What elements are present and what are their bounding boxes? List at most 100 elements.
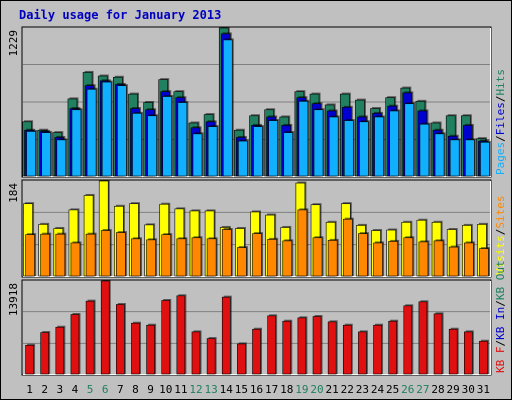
x-tick-label: 10	[159, 383, 172, 396]
x-tick-label: 12	[189, 383, 202, 396]
bar-pages	[222, 38, 234, 177]
x-tick-label: 18	[280, 383, 293, 396]
bar-kbf	[358, 330, 368, 375]
bar-pages	[71, 108, 83, 177]
x-tick-label: 8	[132, 383, 139, 396]
legend-entry: /	[494, 96, 507, 103]
bar-kbf	[55, 325, 66, 375]
bar-sites	[479, 247, 490, 277]
x-tick-label: 24	[371, 383, 385, 396]
x-tick-label: 20	[310, 383, 323, 396]
x-tick-label: 23	[356, 383, 369, 396]
bar-pages	[298, 99, 310, 177]
bar-sites	[418, 240, 430, 277]
bar-pages	[419, 122, 431, 177]
x-tick-label: 29	[447, 383, 460, 396]
x-tick-label: 6	[102, 383, 109, 396]
bar-pages	[192, 132, 204, 177]
bar-sites	[221, 228, 233, 277]
x-tick-label: 17	[265, 383, 278, 396]
bar-pages	[434, 132, 446, 177]
bar-kbf	[131, 321, 141, 375]
bar-sites	[464, 241, 475, 277]
x-tick-label: 2	[41, 383, 48, 396]
bar-pages	[359, 120, 370, 177]
bar-pages	[86, 87, 98, 177]
x-tick-label: 21	[326, 383, 339, 396]
x-tick-label: 22	[341, 383, 354, 396]
x-tick-label: 27	[416, 383, 429, 396]
bar-pages	[117, 84, 128, 177]
bar-pages	[207, 125, 219, 177]
x-tick-label: 7	[117, 383, 124, 396]
bar-sites	[70, 241, 82, 277]
bar-pages	[404, 102, 416, 177]
axis-max-label: 13918	[7, 283, 20, 316]
bar-pages	[313, 108, 325, 177]
bar-pages	[238, 139, 249, 177]
legend-entry: /	[494, 340, 507, 347]
bar-sites	[388, 239, 400, 277]
bar-sites	[327, 238, 339, 277]
bar-kbf	[206, 337, 217, 375]
bar-pages	[101, 80, 113, 177]
bar-sites	[100, 229, 112, 277]
bar-sites	[206, 237, 218, 277]
bar-kbf	[161, 298, 172, 375]
bar-sites	[297, 208, 309, 277]
bar-kbf	[85, 299, 96, 375]
bar-pages	[268, 119, 280, 177]
bar-sites	[131, 237, 142, 277]
x-tick-label: 19	[295, 383, 308, 396]
panel-legend: Visits/Sites	[494, 196, 507, 276]
x-tick-label: 1	[26, 383, 33, 396]
bar-sites	[373, 241, 385, 277]
x-tick-label: 31	[477, 383, 490, 396]
bar-kbf	[327, 320, 338, 375]
x-tick-label: 30	[462, 383, 475, 396]
bar-pages	[26, 129, 38, 177]
bar-kbf	[252, 327, 262, 375]
bar-sites	[85, 232, 97, 277]
panel-legend: Pages/Files/Hits	[494, 69, 507, 175]
bar-pages	[162, 95, 174, 177]
legend-entry: KB F	[494, 347, 507, 374]
bar-pages	[374, 115, 386, 177]
bar-kbf	[191, 330, 202, 375]
bar-pages	[480, 140, 491, 177]
legend-entry: /	[494, 300, 507, 307]
legend-entry: /	[494, 135, 507, 142]
bar-sites	[358, 232, 369, 277]
bar-pages	[449, 138, 461, 177]
x-tick-label: 3	[57, 383, 64, 396]
x-tick-label: 25	[386, 383, 399, 396]
x-tick-label: 11	[174, 383, 187, 396]
x-tick-label: 13	[204, 383, 217, 396]
legend-entry: Sites	[494, 196, 507, 229]
x-tick-label: 26	[401, 383, 414, 396]
bar-sites	[433, 239, 445, 277]
legend-entry: Visits	[494, 235, 507, 275]
legend-entry: KB Out	[494, 260, 507, 300]
x-tick-label: 4	[72, 383, 79, 396]
legend-entry: Pages	[494, 142, 507, 175]
bar-kbf	[40, 331, 51, 375]
legend-entry: Files	[494, 102, 507, 135]
bar-kbf	[388, 319, 399, 375]
panel-visits-sites: 184 Visits/Sites	[7, 179, 507, 278]
bar-kbf	[237, 342, 247, 375]
bar-kbf	[297, 316, 308, 375]
legend-entry: /	[494, 229, 507, 236]
bar-pages	[56, 138, 68, 177]
legend-entry: Hits	[494, 69, 507, 96]
panel-legend: KB F/KB In/KB Out	[494, 260, 507, 373]
bar-kbf	[479, 339, 489, 375]
bar-pages	[41, 131, 53, 177]
bar-kbf	[146, 323, 157, 375]
bar-kbf	[70, 313, 81, 375]
bar-sites	[342, 217, 354, 277]
bar-kbf	[100, 279, 111, 375]
bar-sites	[448, 245, 460, 277]
